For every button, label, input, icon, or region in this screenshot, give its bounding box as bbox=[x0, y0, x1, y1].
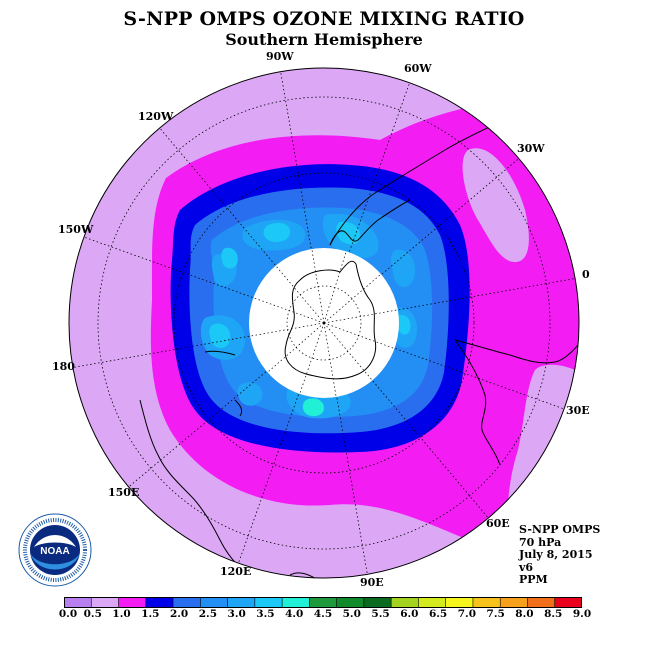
colorbar-tick-label: 3.0 bbox=[227, 608, 246, 620]
colorbar-tick-label: 4.0 bbox=[285, 608, 304, 620]
colorbar-swatch bbox=[118, 597, 147, 608]
colorbar-tick-label: 0.5 bbox=[83, 608, 102, 620]
colorbar bbox=[64, 597, 582, 608]
lon-label-30w: 30W bbox=[517, 142, 545, 155]
colorbar-swatch bbox=[91, 597, 120, 608]
colorbar-tick-label: 0.0 bbox=[58, 608, 78, 620]
lightblue-patches bbox=[209, 221, 411, 348]
lon-label-150w: 150W bbox=[58, 223, 94, 236]
colorbar-swatch bbox=[254, 597, 283, 608]
page-subtitle: Southern Hemisphere bbox=[225, 30, 423, 49]
colorbar-tick-label: 7.5 bbox=[486, 608, 505, 620]
colorbar-tick-label: 6.0 bbox=[400, 608, 419, 620]
colorbar-tick-label: 2.0 bbox=[169, 608, 189, 620]
colorbar-swatch bbox=[145, 597, 174, 608]
colorbar-tick-label: 8.5 bbox=[544, 608, 563, 620]
colorbar-swatch bbox=[445, 597, 474, 608]
date-label: July 8, 2015 bbox=[519, 548, 593, 561]
lon-label-150e: 150E bbox=[108, 486, 140, 499]
colorbar-swatch bbox=[527, 597, 556, 608]
lon-label-180: 180 bbox=[52, 360, 75, 373]
colorbar-swatch bbox=[336, 597, 365, 608]
lon-label-90e: 90E bbox=[360, 576, 384, 589]
lon-label-120e: 120E bbox=[220, 565, 252, 578]
lon-label-120w: 120W bbox=[138, 110, 174, 123]
colorbar-swatch bbox=[363, 597, 392, 608]
lon-label-30e: 30E bbox=[566, 404, 590, 417]
colorbar-tick-label: 5.0 bbox=[342, 608, 361, 620]
lon-label-90w: 90W bbox=[266, 50, 294, 63]
noaa-logo: NOAA bbox=[18, 513, 92, 587]
colorbar-swatch bbox=[173, 597, 201, 608]
outer-pocket bbox=[462, 148, 529, 262]
colorbar-tick-label: 5.5 bbox=[371, 608, 390, 620]
colorbar-swatch bbox=[554, 597, 582, 608]
page-title: S-NPP OMPS OZONE MIXING RATIO bbox=[123, 8, 525, 30]
colorbar-tick-label: 6.5 bbox=[428, 608, 448, 620]
colorbar-swatch bbox=[418, 597, 447, 608]
instrument-label: S-NPP OMPS bbox=[519, 523, 601, 536]
antarctica-outline bbox=[284, 260, 377, 380]
colorbar-swatch bbox=[227, 597, 256, 608]
lon-label-60w: 60W bbox=[404, 62, 432, 75]
colorbar-swatch bbox=[200, 597, 229, 608]
version-label: v6 bbox=[519, 560, 534, 574]
map-border bbox=[68, 67, 580, 579]
colorbar-tick-label: 2.5 bbox=[198, 608, 218, 620]
colorbar-tick-label: 3.5 bbox=[256, 608, 275, 620]
colorbar-tick-label: 4.5 bbox=[313, 608, 333, 620]
colorbar-tick-label: 9.0 bbox=[572, 608, 592, 620]
colorbar-swatch bbox=[309, 597, 338, 608]
colorbar-swatch bbox=[391, 597, 419, 608]
colorbar-swatch bbox=[282, 597, 310, 608]
colorbar-tick-label: 1.0 bbox=[112, 608, 131, 620]
pressure-level: 70 hPa bbox=[519, 535, 562, 549]
logo-wordmark: NOAA bbox=[40, 546, 69, 557]
colorbar-tick-label: 7.0 bbox=[457, 608, 477, 620]
info-block: S-NPP OMPS 70 hPa July 8, 2015 v6 PPM bbox=[519, 523, 601, 587]
max-patch bbox=[302, 398, 324, 417]
colorbar-swatch bbox=[64, 597, 92, 608]
colorbar-swatch bbox=[500, 597, 528, 608]
colorbar-tick-label: 8.0 bbox=[515, 608, 534, 620]
lon-label-60e: 60E bbox=[486, 517, 510, 530]
units-label: PPM bbox=[519, 573, 548, 586]
colorbar-swatch bbox=[472, 597, 501, 608]
colorbar-tick-label: 1.5 bbox=[141, 608, 160, 620]
lon-label-0: 0 bbox=[582, 268, 590, 281]
inner-graticule bbox=[250, 249, 398, 397]
